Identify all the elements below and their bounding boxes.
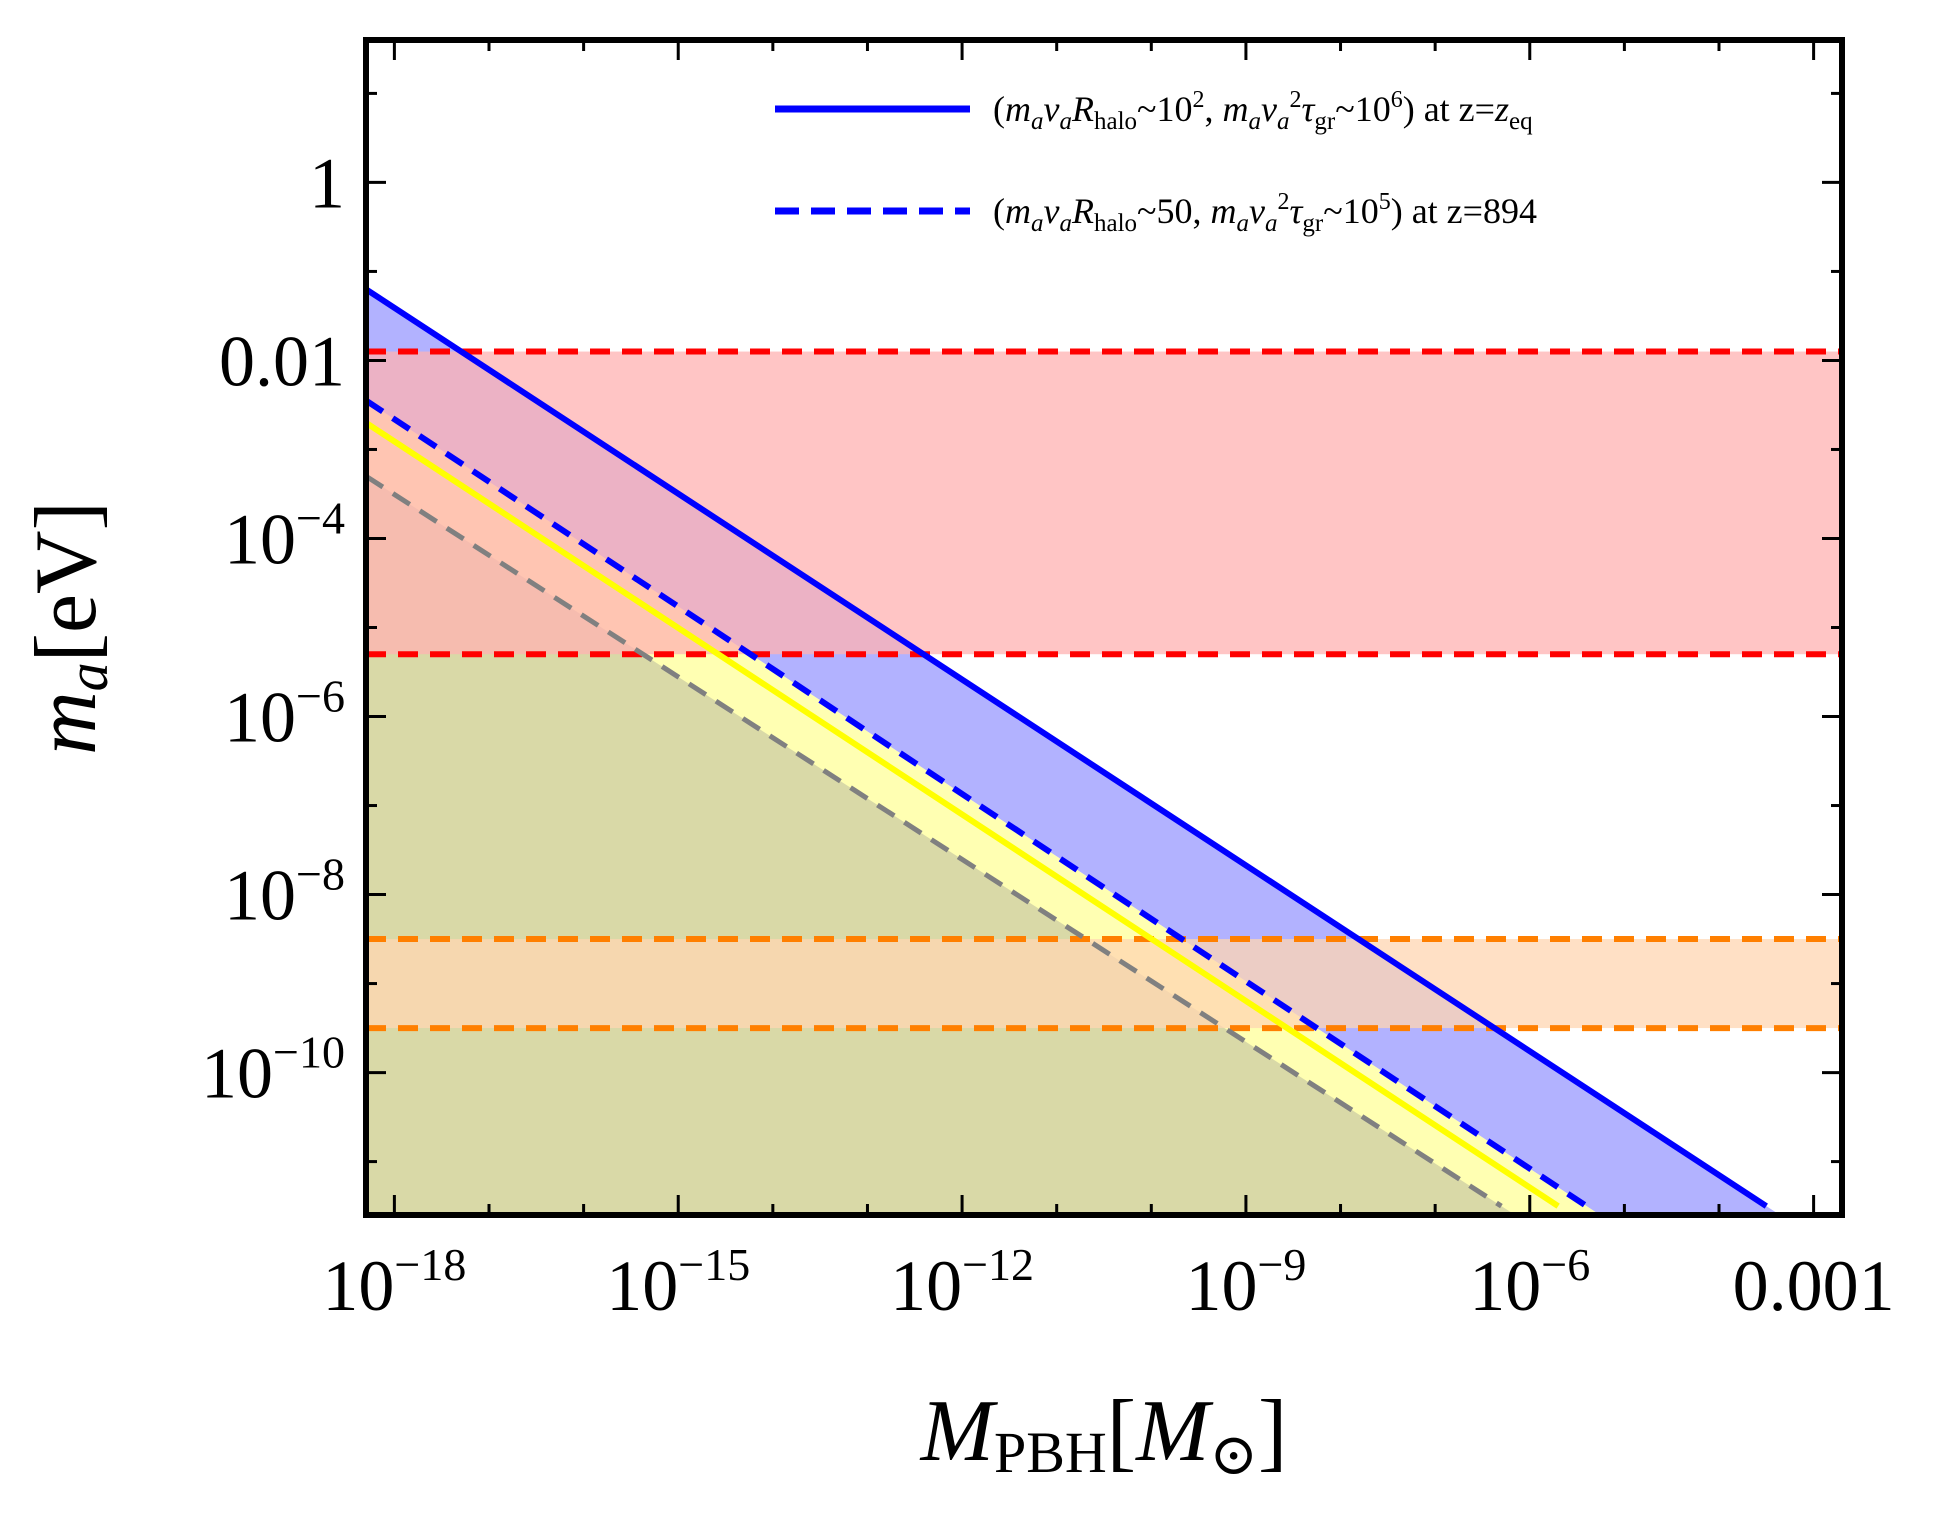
y-tick-label-6: 10−10 <box>201 1027 345 1114</box>
series-line-4 <box>366 474 1503 1209</box>
series-lines <box>366 286 1768 1209</box>
x-axis-title: MPBH[M⊙] <box>919 1383 1288 1487</box>
plot-frame <box>363 37 1845 1218</box>
x-tick-label-2: 10−15 <box>606 1239 750 1326</box>
series-line-1 <box>366 286 1768 1209</box>
series-line-2 <box>366 398 1589 1209</box>
band-lines <box>366 348 1842 1032</box>
x-tick-label-4: 10−9 <box>1185 1239 1306 1326</box>
tick-labels: 10−18 10−15 10−12 10−9 10−6 0.001 1 0.01 10−4 10−… <box>201 143 1895 1326</box>
band-fill-1 <box>366 351 1842 655</box>
y-axis-title: ma[eV] <box>18 501 120 755</box>
legend: (mavaRhalo~102, mava2τgr~106) at z=zeq (… <box>775 87 1537 237</box>
x-tick-label-3: 10−12 <box>890 1239 1034 1326</box>
y-tick-label-5: 10−8 <box>224 849 345 936</box>
x-tick-label-1: 10−18 <box>322 1239 466 1326</box>
x-tick-label-5: 10−6 <box>1469 1239 1590 1326</box>
x-tick-label-6: 0.001 <box>1733 1246 1895 1326</box>
y-tick-label-2: 0.01 <box>219 321 345 401</box>
series-line-3 <box>366 420 1560 1209</box>
y-tick-label-1: 1 <box>309 143 345 223</box>
legend-entry-1: (mavaRhalo~102, mava2τgr~106) at z=zeq <box>993 87 1533 135</box>
legend-entry-2: (mavaRhalo~50, mava2τgr~105) at z=894 <box>993 189 1537 237</box>
y-tick-label-4: 10−6 <box>224 671 345 758</box>
y-tick-label-3: 10−4 <box>224 492 345 579</box>
band-fill-2 <box>366 939 1842 1029</box>
